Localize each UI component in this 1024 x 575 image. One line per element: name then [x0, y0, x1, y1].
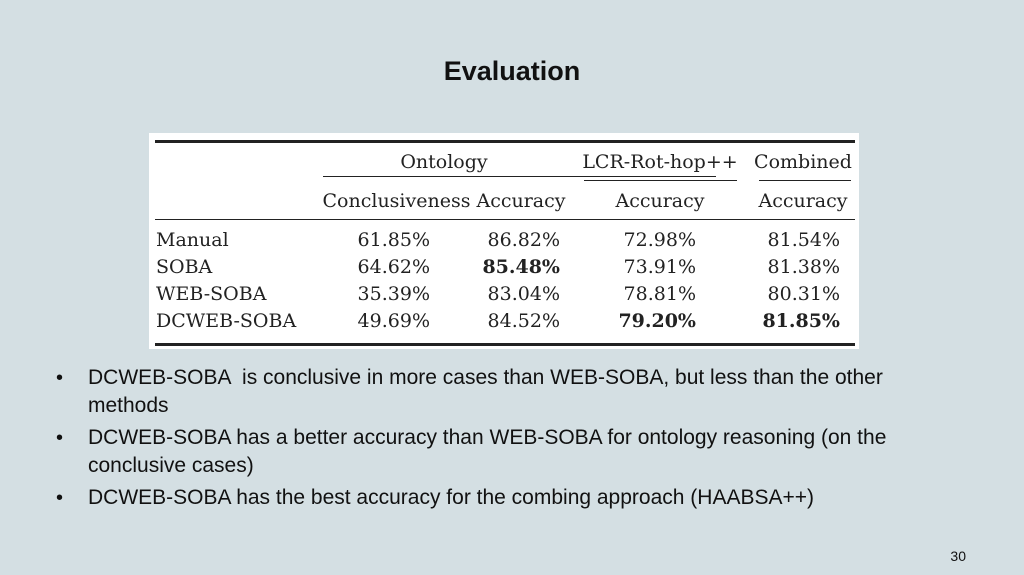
group-header-ontology: Ontology: [400, 151, 488, 173]
bullet-item: • DCWEB-SOBA has a better accuracy than …: [56, 424, 956, 480]
group-header-combined: Combined: [754, 151, 852, 173]
row-method: Manual: [156, 229, 229, 251]
row-combined-accuracy: 80.31%: [767, 283, 840, 305]
row-method: WEB-SOBA: [156, 283, 267, 305]
row-lcr-accuracy: 73.91%: [623, 256, 696, 278]
table-bottom-rule: [155, 343, 855, 346]
header-bottom-rule: [155, 219, 855, 220]
group-header-lcr-rot-hop: LCR-Rot-hop++: [582, 151, 738, 173]
row-conclusiveness: 64.62%: [357, 256, 430, 278]
row-conclusiveness: 61.85%: [357, 229, 430, 251]
row-combined-accuracy: 81.85%: [762, 310, 840, 332]
row-combined-accuracy: 81.38%: [767, 256, 840, 278]
lcr-group-rule: [584, 180, 737, 181]
column-header-combined-accuracy: Accuracy: [758, 190, 848, 212]
row-lcr-accuracy: 79.20%: [618, 310, 696, 332]
row-lcr-accuracy: 72.98%: [623, 229, 696, 251]
row-ontology-accuracy: 86.82%: [487, 229, 560, 251]
column-header-lcr-accuracy: Accuracy: [615, 190, 705, 212]
row-combined-accuracy: 81.54%: [767, 229, 840, 251]
bullet-text: DCWEB-SOBA has the best accuracy for the…: [88, 486, 814, 509]
column-header-conclusiveness: Conclusiveness: [322, 190, 471, 212]
row-ontology-accuracy: 83.04%: [487, 283, 560, 305]
bullet-item: • DCWEB-SOBA is conclusive in more cases…: [56, 364, 956, 420]
row-ontology-accuracy: 85.48%: [482, 256, 560, 278]
bullet-list: • DCWEB-SOBA is conclusive in more cases…: [56, 364, 956, 516]
bullet-item: • DCWEB-SOBA has the best accuracy for t…: [56, 484, 956, 512]
row-ontology-accuracy: 84.52%: [487, 310, 560, 332]
row-conclusiveness: 49.69%: [357, 310, 430, 332]
row-conclusiveness: 35.39%: [357, 283, 430, 305]
bullet-text: DCWEB-SOBA has a better accuracy than WE…: [88, 426, 887, 477]
bullet-icon: •: [56, 487, 64, 509]
combined-group-rule: [759, 180, 851, 181]
ontology-group-rule: [323, 176, 716, 177]
bullet-text: DCWEB-SOBA is conclusive in more cases t…: [88, 366, 889, 417]
bullet-icon: •: [56, 367, 64, 389]
page-number: 30: [950, 548, 966, 564]
row-method: SOBA: [156, 256, 213, 278]
row-method: DCWEB-SOBA: [156, 310, 297, 332]
column-header-ontology-accuracy: Accuracy: [476, 190, 566, 212]
bullet-icon: •: [56, 427, 64, 449]
row-lcr-accuracy: 78.81%: [623, 283, 696, 305]
results-table: Ontology LCR-Rot-hop++ Combined Conclusi…: [149, 133, 859, 349]
slide-title: Evaluation: [443, 56, 581, 86]
table-top-rule: [155, 140, 855, 143]
